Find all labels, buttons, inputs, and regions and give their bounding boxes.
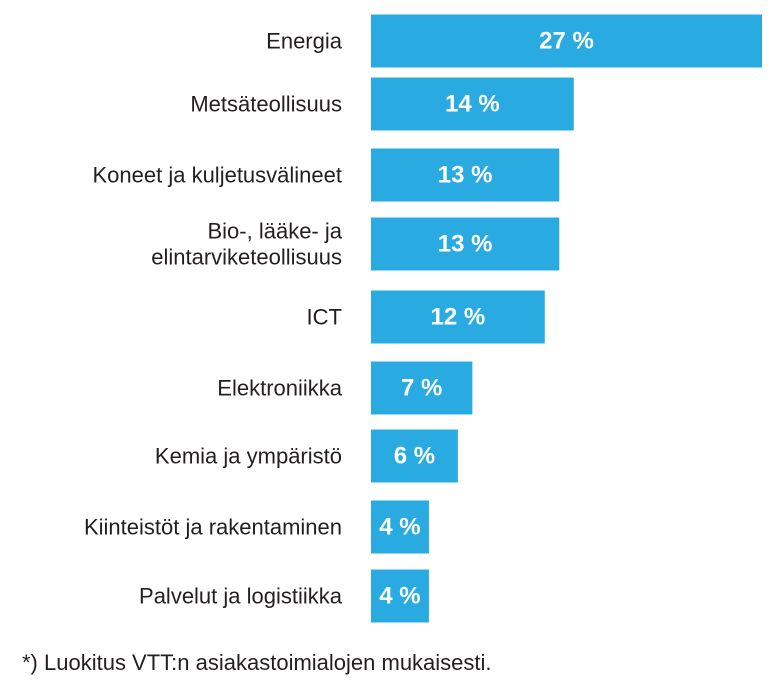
bar	[371, 429, 458, 483]
category-label: ICT	[307, 305, 342, 330]
bar-value-label: 4 %	[379, 583, 420, 610]
category-label: Metsäteollisuus	[190, 92, 342, 117]
category-label: elintarviketeollisuus	[151, 245, 342, 270]
bar-value-label: 6 %	[394, 443, 435, 470]
bar	[371, 290, 545, 344]
category-label: Kiinteistöt ja rakentaminen	[84, 515, 342, 540]
bar	[371, 148, 560, 202]
bar-chart: 27 % Energia 14 % Metsäteollisuus 13 % Koneet…	[84, 14, 762, 623]
category-label: Palvelut ja logistiikka	[139, 584, 343, 609]
bar-value-label: 14 %	[445, 91, 500, 118]
category-label: Koneet ja kuljetusvälineet	[93, 163, 343, 188]
bar	[371, 361, 473, 415]
bar-value-label: 13 %	[438, 162, 493, 189]
category-label: Elektroniikka	[217, 376, 342, 401]
bar	[371, 217, 560, 271]
bar-value-label: 27 %	[539, 28, 594, 55]
bar-value-label: 12 %	[431, 304, 486, 331]
footnote: *) Luokitus VTT:n asiakastoimialojen muk…	[22, 650, 492, 675]
category-label: Energia	[266, 29, 343, 54]
bar-value-label: 13 %	[438, 231, 493, 258]
category-label: Bio-, lääke- ja	[207, 219, 342, 244]
bar	[371, 77, 574, 131]
bar-value-label: 4 %	[379, 514, 420, 541]
bar	[371, 500, 429, 554]
bar	[371, 14, 762, 68]
bar	[371, 569, 429, 623]
category-label: Kemia ja ympäristö	[155, 444, 342, 469]
bar-value-label: 7 %	[401, 375, 442, 402]
